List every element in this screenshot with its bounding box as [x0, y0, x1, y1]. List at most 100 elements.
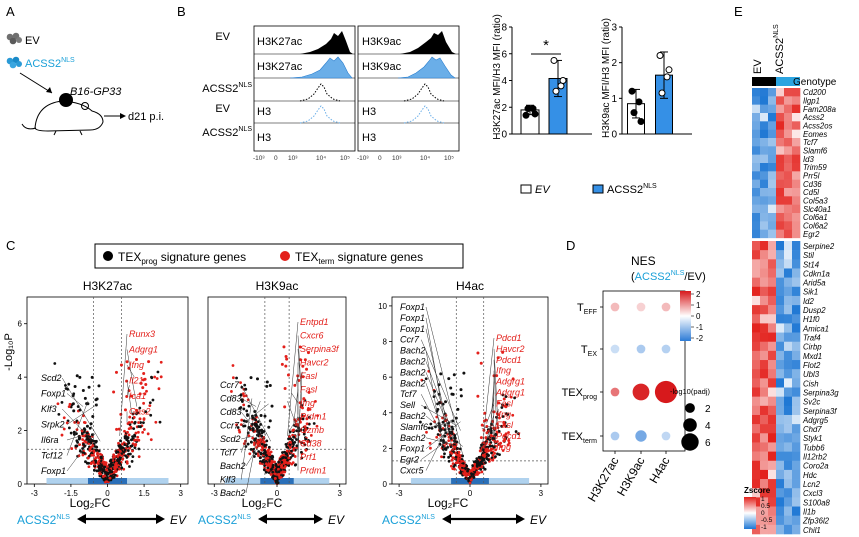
- volcano-point: [123, 443, 126, 446]
- heatmap-cell: [752, 146, 761, 155]
- volcano-point-down: [78, 375, 82, 379]
- hist-acss2-h3k9ac: [397, 56, 456, 79]
- volcano-point: [105, 468, 109, 472]
- volcano-point: [131, 435, 134, 439]
- volcano-point: [489, 431, 493, 435]
- volcano-point-up: [298, 345, 302, 349]
- volcano-point-up: [479, 361, 483, 365]
- dotplot-dot: [610, 431, 620, 441]
- volcano-point: [498, 453, 501, 457]
- volcano-point: [489, 448, 493, 452]
- volcano-label-leader: [425, 361, 452, 429]
- heatmap-cell: [776, 506, 785, 516]
- heatmap-cell: [760, 204, 769, 214]
- volcano-point: [452, 445, 456, 449]
- heatmap-gene-label: Lcn2: [803, 480, 821, 489]
- volcano-label-leader: [66, 401, 89, 456]
- volcano-point: [501, 393, 505, 397]
- heatmap-gene-label: H1f0: [803, 315, 820, 324]
- volcano-point: [418, 420, 422, 424]
- volcano-point: [120, 466, 124, 470]
- heatmap-gene-label: Mxd1: [803, 352, 822, 361]
- volcano-label-leader: [297, 371, 303, 444]
- flow-mark-c2-4: H3: [362, 132, 376, 144]
- size-legend-dot: [683, 418, 697, 432]
- volcano-label-leader: [481, 337, 495, 452]
- heatmap-cell: [760, 113, 769, 122]
- volcano-point: [95, 439, 98, 443]
- volcano-point: [230, 390, 233, 393]
- volcano-point: [282, 456, 286, 459]
- heatmap-gene-label: Cd5l: [803, 188, 819, 197]
- heatmap-gene-label: Slamf6: [803, 146, 828, 155]
- volcano-label-leader: [486, 403, 495, 424]
- heatmap-cell: [784, 213, 793, 222]
- volcano-point-down: [452, 373, 456, 377]
- heatmap-cell: [768, 433, 777, 443]
- volcano-point: [259, 438, 262, 441]
- heatmap-gene-label: Tubb6: [803, 443, 825, 452]
- heatmap-cell: [760, 460, 769, 471]
- volcano-point: [100, 464, 104, 468]
- volcano-point: [456, 458, 460, 462]
- volcano-point-up: [112, 390, 116, 394]
- volcano-gene-label-term: Gas2: [129, 407, 151, 417]
- heatmap-gene-label: Acss2os: [802, 121, 833, 130]
- volcano-point-up: [283, 405, 287, 409]
- volcano-point-down: [87, 385, 91, 389]
- volcano-point: [113, 473, 117, 477]
- volcano-xtick-label: 3: [539, 489, 544, 498]
- volcano-point: [239, 393, 243, 397]
- volcano-point: [490, 451, 493, 455]
- dotplot-dot: [610, 344, 620, 354]
- volcano-xlabel-2: Log₂FC: [242, 496, 283, 510]
- volcano-gene-label-prog: Bach2: [400, 357, 426, 367]
- heatmap-gene-label: Serpine2: [803, 242, 835, 251]
- heatmap-cell: [792, 341, 801, 352]
- volcano-point: [137, 430, 140, 434]
- heatmap-cell: [792, 424, 801, 434]
- panel-letter-d: D: [566, 238, 575, 253]
- volcano-title-3: H4ac: [456, 279, 484, 293]
- zscore-tick-label: -0.5: [761, 517, 773, 524]
- svg-text:0: 0: [378, 155, 382, 162]
- heatmap-cell: [752, 286, 761, 297]
- heatmap-cell: [768, 332, 777, 343]
- volcano-point-up: [298, 358, 302, 362]
- volcano-point: [108, 464, 112, 468]
- heatmap-cell: [752, 314, 761, 324]
- volcano-point-up: [483, 419, 487, 423]
- dotplot-dot: [661, 302, 671, 312]
- volcano-point-down: [91, 414, 95, 418]
- volcano-point: [511, 413, 515, 417]
- volcano-point-down: [77, 437, 81, 441]
- volcano-gene-label-prog: Bach2: [400, 367, 426, 377]
- heatmap-cell: [792, 460, 801, 471]
- volcano-ytick-label: 0: [383, 480, 388, 489]
- heatmap-cell: [768, 179, 777, 189]
- heatmap-cell: [776, 250, 785, 260]
- heatmap-cell: [784, 451, 793, 462]
- volcano-point: [262, 440, 266, 444]
- volcano-point-up: [125, 379, 129, 383]
- volcano-point-up: [304, 427, 308, 431]
- timepoint-arrowhead: [120, 113, 126, 119]
- flow-mark-c2-1: H3K9ac: [362, 36, 402, 48]
- volcano-point: [133, 434, 137, 438]
- volcano-point: [500, 406, 504, 409]
- volcano-point: [57, 412, 61, 416]
- heatmap-gene-label: Sik1: [803, 288, 818, 297]
- heatmap-cell: [792, 154, 801, 164]
- heatmap-cell: [760, 295, 769, 306]
- bar1-ytick-label: 0: [501, 130, 507, 141]
- col-acss2-label: ACSS2NLS: [773, 24, 786, 74]
- bar1-ytick-label: 2: [501, 103, 507, 114]
- direction-arrowhead-left: [77, 514, 86, 524]
- volcano-point: [447, 459, 451, 463]
- volcano-point: [131, 412, 135, 416]
- heatmap-cell: [760, 524, 769, 535]
- volcano-point: [242, 419, 246, 423]
- flow-row-label-3: EV: [215, 103, 230, 115]
- volcano-point-up: [119, 412, 123, 416]
- heatmap-gene-label: Slc40a1: [803, 205, 831, 214]
